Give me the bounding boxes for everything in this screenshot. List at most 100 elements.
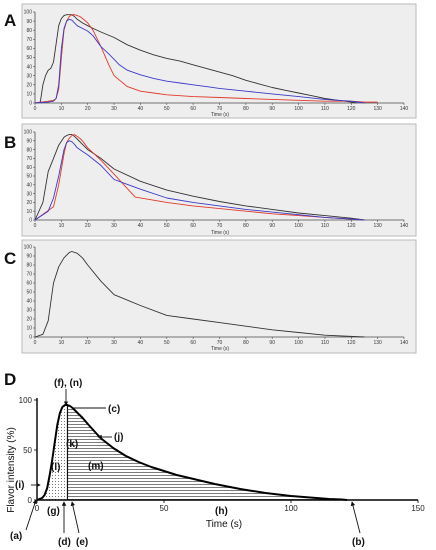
panel-c-frame <box>21 239 417 354</box>
area-before-peak <box>37 405 68 500</box>
series-line-1 <box>34 251 365 338</box>
x-tick-label: 50 <box>164 106 170 112</box>
x-tick-label: 40 <box>138 106 144 112</box>
y-tick-label: 10 <box>26 209 32 215</box>
y-tick-label: 50 <box>26 174 32 180</box>
y-tick-label: 70 <box>26 272 32 278</box>
y-tick-label: 90 <box>26 139 32 145</box>
x-tick-label: 20 <box>85 340 91 346</box>
x-tick-label: 50 <box>160 504 169 513</box>
x-tick-label: 130 <box>373 340 382 346</box>
series-line-1 <box>34 134 365 221</box>
panel-b-series <box>34 134 365 221</box>
y-tick-label: 50 <box>23 446 32 455</box>
arrow-e <box>70 501 80 534</box>
y-tick-label: 100 <box>24 130 33 136</box>
y-tick-label: 10 <box>26 92 32 98</box>
x-tick-label: 70 <box>217 340 223 346</box>
panel-a-xlabel: Time (s) <box>211 112 229 118</box>
y-tick-label: 40 <box>26 299 32 305</box>
x-tick-label: 100 <box>294 340 303 346</box>
x-tick-label: 40 <box>138 223 144 229</box>
x-tick-label: 60 <box>190 223 196 229</box>
y-tick-label: 20 <box>26 200 32 206</box>
panel-a: A 0 10 20 30 40 50 60 70 80 90 100 0 10 20 30 40 50 60 70 8… <box>4 3 417 119</box>
panel-d: D Flavor intensity (%) 0 50 100 0 50 100 150 T… <box>4 370 425 548</box>
annotation-g: (g) <box>47 506 60 517</box>
annotation-a: (a) <box>10 531 22 542</box>
x-tick-label: 20 <box>85 223 91 229</box>
x-tick-label: 130 <box>373 223 382 229</box>
x-tick-label: 60 <box>190 340 196 346</box>
y-tick-label: 90 <box>26 19 32 25</box>
panel-b: B 0 10 20 30 40 50 60 70 80 90 100 0 10 20 30 40 50 60 70 8… <box>4 123 417 237</box>
panel-c-label: C <box>4 249 16 268</box>
annotation-e: (e) <box>76 537 88 548</box>
annotation-m: (m) <box>88 461 104 472</box>
panel-d-areas <box>36 404 347 501</box>
y-tick-label: 100 <box>24 245 33 251</box>
x-tick-label: 0 <box>34 340 37 346</box>
x-tick-label: 10 <box>59 106 65 112</box>
x-tick-label: 100 <box>294 106 303 112</box>
annotation-k: (k) <box>66 439 78 450</box>
y-tick-label: 90 <box>26 254 32 260</box>
annotation-l: (l) <box>51 462 60 473</box>
x-tick-label: 0 <box>34 223 37 229</box>
x-tick-label: 30 <box>111 340 117 346</box>
x-tick-label: 110 <box>321 340 329 346</box>
y-tick-label: 30 <box>26 308 32 314</box>
x-tick-label: 90 <box>269 106 275 112</box>
y-tick-label: 60 <box>26 165 32 171</box>
y-tick-label: 70 <box>26 37 32 43</box>
y-tick-label: 80 <box>26 147 32 153</box>
x-tick-label: 80 <box>243 223 249 229</box>
y-tick-label: 80 <box>26 28 32 34</box>
x-tick-label: 50 <box>164 340 170 346</box>
y-tick-label: 50 <box>26 55 32 61</box>
x-tick-label: 20 <box>85 106 91 112</box>
y-tick-label: 30 <box>26 73 32 79</box>
x-tick-label: 90 <box>269 223 275 229</box>
y-tick-label: 80 <box>26 263 32 269</box>
panel-a-series <box>34 14 378 104</box>
x-tick-label: 130 <box>373 106 382 112</box>
x-tick-label: 140 <box>400 106 409 112</box>
x-tick-label: 10 <box>59 223 65 229</box>
annotation-b: (b) <box>352 537 365 548</box>
x-tick-label: 90 <box>269 340 275 346</box>
annotation-j: (j) <box>114 432 123 443</box>
x-tick-label: 80 <box>243 340 249 346</box>
x-tick-label: 110 <box>321 223 329 229</box>
y-tick-label: 20 <box>26 83 32 89</box>
x-tick-label: 140 <box>400 223 409 229</box>
y-tick-label: 100 <box>19 396 33 405</box>
intensity-curve <box>36 404 347 501</box>
panel-d-ylabel: Flavor intensity (%) <box>6 427 17 513</box>
x-tick-label: 10 <box>59 340 65 346</box>
x-tick-label: 100 <box>294 223 303 229</box>
y-tick-label: 0 <box>29 101 32 107</box>
annotation-d: (d) <box>58 537 71 548</box>
panel-c-xlabel: Time (s) <box>211 346 229 352</box>
y-tick-label: 0 <box>29 218 32 224</box>
x-tick-label: 30 <box>111 106 117 112</box>
x-tick-label: 70 <box>217 223 223 229</box>
x-tick-label: 120 <box>347 340 356 346</box>
annotation-i: (i) <box>15 480 24 491</box>
y-tick-label: 70 <box>26 156 32 162</box>
panel-b-axes: 0 10 20 30 40 50 60 70 80 90 100 0 10 20 30 40 50 60 70 80 9… <box>24 130 409 229</box>
panel-c-axes: 0 10 20 30 40 50 60 70 80 90 100 0 10 20 30 40 50 60 70 80 9… <box>24 245 409 346</box>
x-tick-label: 60 <box>190 106 196 112</box>
x-tick-label: 80 <box>243 106 249 112</box>
area-after-peak <box>67 405 347 500</box>
x-tick-label: 40 <box>138 340 144 346</box>
panel-a-axes: 0 10 20 30 40 50 60 70 80 90 100 0 10 20 30 40 50 60 70 80 9… <box>24 10 409 112</box>
y-tick-label: 40 <box>26 64 32 70</box>
annotation-h: (h) <box>215 506 228 517</box>
y-tick-label: 0 <box>29 335 32 341</box>
panel-b-frame <box>21 123 417 237</box>
series-line-1 <box>34 14 357 104</box>
panel-b-label: B <box>4 133 16 152</box>
